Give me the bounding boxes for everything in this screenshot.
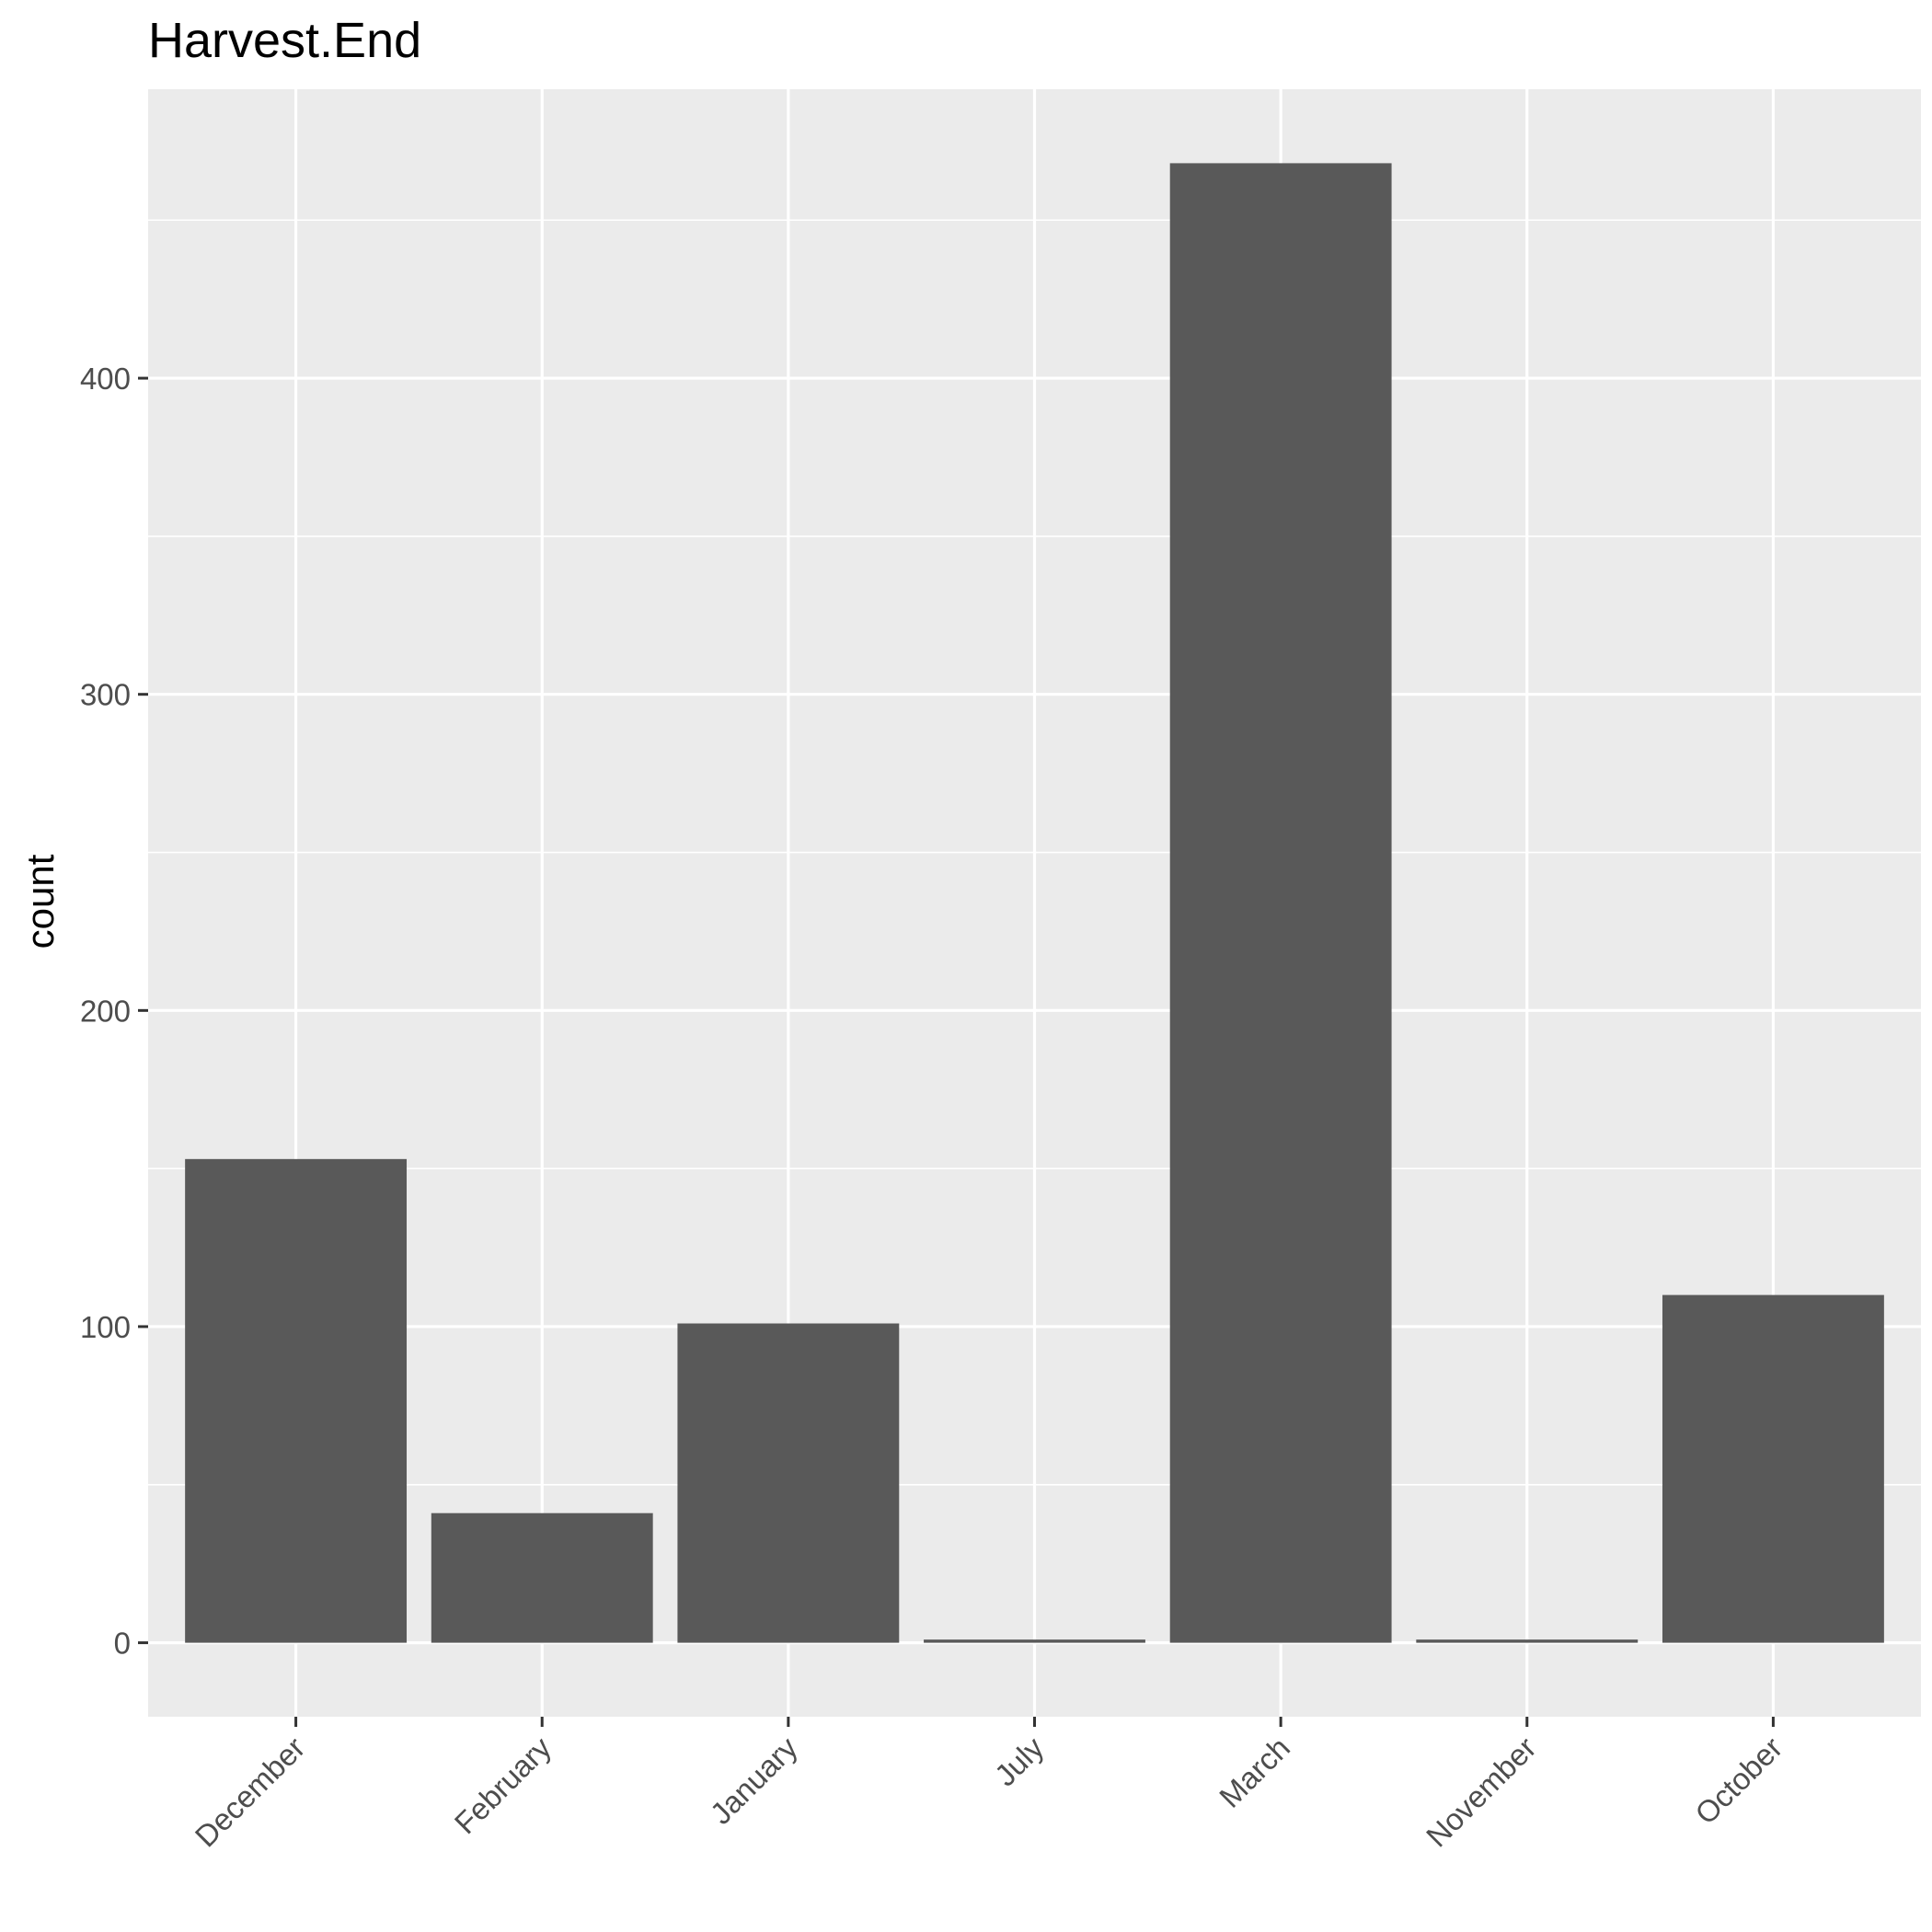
bar (924, 1639, 1145, 1643)
y-axis: 0 100 200 300 400 (80, 362, 148, 1661)
y-tick-label: 300 (80, 678, 131, 712)
y-tick-label: 200 (80, 994, 131, 1028)
y-axis-label: count (18, 854, 62, 949)
chart-title: Harvest.End (148, 13, 421, 68)
y-tick-label: 0 (114, 1627, 131, 1661)
bar (1416, 1639, 1639, 1643)
bars (185, 163, 1884, 1643)
bar (1662, 1294, 1884, 1643)
bar (1169, 163, 1392, 1643)
y-tick-label: 100 (80, 1310, 131, 1344)
bar (677, 1323, 900, 1643)
bar (185, 1158, 408, 1643)
bar (431, 1512, 653, 1643)
y-tick-label: 400 (80, 362, 131, 396)
